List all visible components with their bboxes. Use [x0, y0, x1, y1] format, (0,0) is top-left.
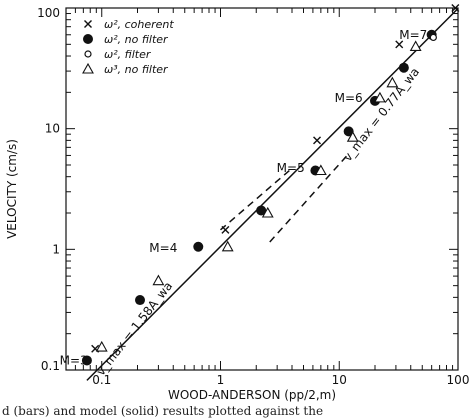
x-tick-label: 1: [217, 373, 225, 387]
fit-label-solid: v_max = 1.58A_wa: [93, 279, 175, 378]
magnitude-label: M=5: [277, 161, 305, 175]
legend: ω², coherent ω², no filter ω², filter ω³, n…: [82, 18, 174, 76]
triangle-point: [409, 40, 422, 52]
triangle-point: [346, 131, 359, 142]
legend-label: ω³, no filter: [104, 63, 169, 76]
solid-fit-line: [86, 7, 459, 381]
data-points: [81, 4, 460, 366]
magnitude-label: M=3: [60, 353, 88, 367]
triangle-point: [152, 274, 165, 286]
triangle-point: [261, 206, 274, 218]
filled-circle-point: [256, 205, 267, 216]
annotations: v_max = 1.58A_wav_max = 0.77A_waM=3M=4M=…: [60, 28, 428, 379]
x-tick-label: 10: [332, 373, 347, 387]
axes: 0.1 1 10 100 0.1 1 10 100 WOOD-ANDERSON (pp/2,m)…: [5, 6, 469, 402]
y-axis-label: VELOCITY (cm/s): [5, 139, 19, 239]
fit-lines: [86, 7, 459, 381]
cross-stroke: [395, 40, 404, 49]
magnitude-label: M=7: [399, 28, 427, 42]
cross-stroke: [451, 4, 460, 12]
cross-point: [313, 136, 322, 145]
triangle-point: [373, 91, 386, 103]
open-circle-point: [84, 50, 92, 58]
filled-circle-point: [343, 126, 354, 137]
cross-stroke: [91, 344, 100, 353]
y-tick-label: 0.1: [41, 359, 60, 373]
dashed-fit-line: [220, 169, 290, 231]
filled-circle-point: [81, 355, 92, 366]
filled-circle-point: [193, 241, 204, 252]
x-axis-label: WOOD-ANDERSON (pp/2,m): [168, 388, 336, 402]
filled-circle-point: [135, 295, 146, 306]
x-tick-label: 0.1: [92, 373, 111, 387]
cross-point: [221, 225, 230, 234]
plot-frame: [65, 7, 459, 371]
x-tick-label: 100: [447, 373, 470, 387]
velocity-vs-wood-anderson-chart: 0.1 1 10 100 0.1 1 10 100 WOOD-ANDERSON (pp/2,m)…: [5, 4, 469, 402]
magnitude-label: M=4: [149, 241, 177, 255]
cross-point: [451, 4, 460, 12]
y-tick-label: 100: [37, 6, 60, 20]
magnitude-label: M=6: [335, 91, 363, 105]
cross-stroke: [84, 20, 92, 28]
cross-stroke: [221, 225, 230, 234]
open-circle-point: [429, 33, 437, 42]
triangle-point: [82, 62, 94, 74]
triangle-point: [95, 340, 108, 352]
cross-point: [84, 20, 92, 28]
cross-stroke: [313, 136, 322, 145]
y-tick-label: 10: [45, 122, 60, 136]
legend-label: ω², coherent: [104, 18, 174, 31]
triangle-point: [314, 164, 327, 176]
cross-point: [395, 40, 404, 49]
dashed-fit-line: [269, 153, 350, 243]
triangle-point: [386, 76, 399, 88]
legend-label: ω², no filter: [104, 33, 169, 46]
triangle-point: [221, 240, 234, 252]
filled-circle-point: [398, 62, 409, 73]
filled-circle-point: [83, 34, 93, 44]
figure-caption: d (bars) and model (solid) results plott…: [2, 404, 324, 418]
y-tick-label: 1: [52, 242, 60, 256]
legend-label: ω², filter: [104, 48, 152, 61]
